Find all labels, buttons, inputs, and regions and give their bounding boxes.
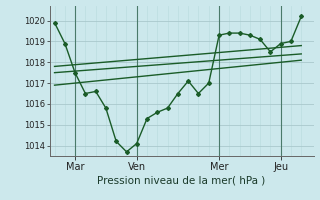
X-axis label: Pression niveau de la mer( hPa ): Pression niveau de la mer( hPa ) (98, 176, 266, 186)
